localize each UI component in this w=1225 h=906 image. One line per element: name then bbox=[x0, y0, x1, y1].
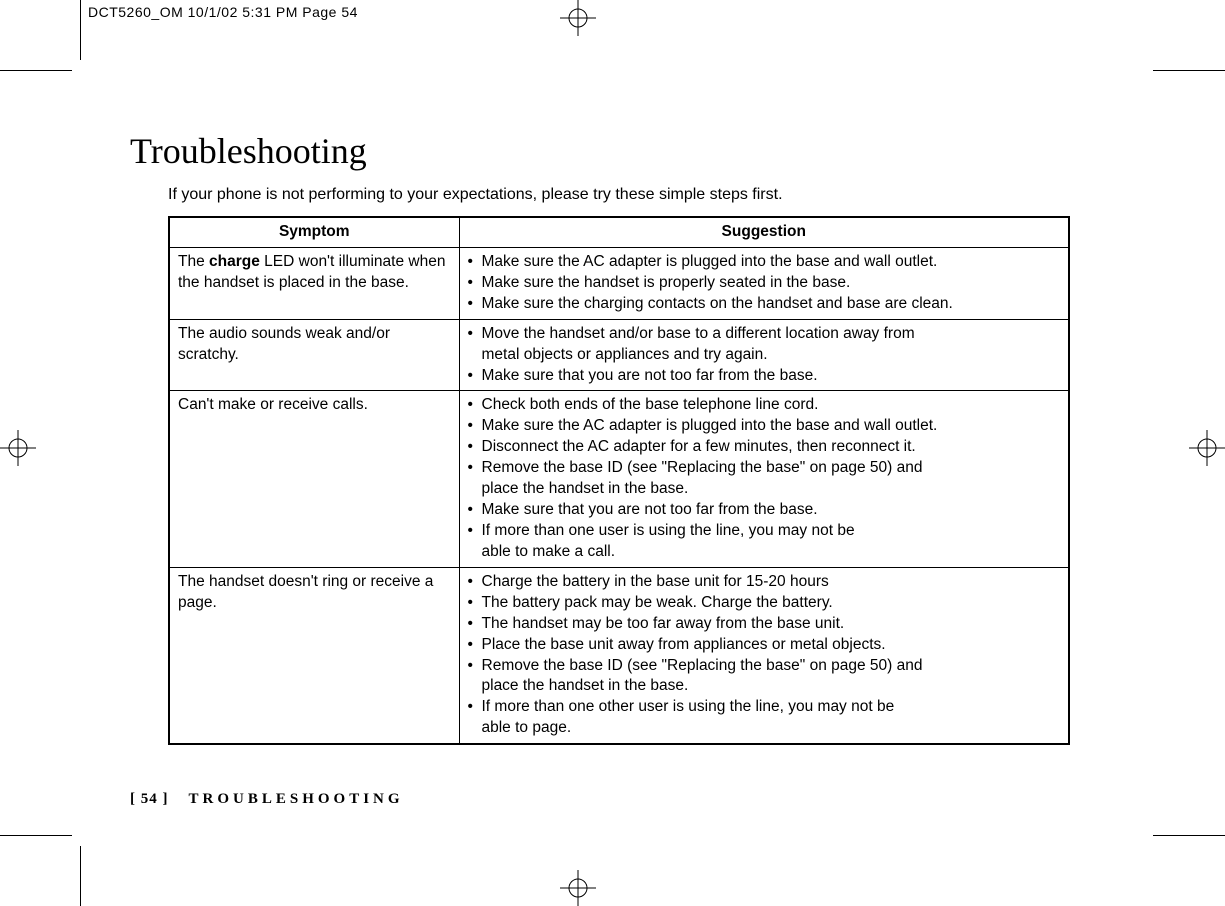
crop-mark bbox=[0, 70, 72, 71]
crop-mark bbox=[80, 846, 81, 906]
suggestion-item: Make sure that you are not too far from … bbox=[468, 500, 1061, 521]
suggestion-item: If more than one other user is using the… bbox=[468, 697, 1061, 739]
suggestion-cell: Charge the battery in the base unit for … bbox=[459, 567, 1069, 744]
suggestion-cell: Check both ends of the base telephone li… bbox=[459, 391, 1069, 567]
troubleshooting-table: Symptom Suggestion The charge LED won't … bbox=[168, 216, 1070, 745]
table-row: The handset doesn't ring or receive a pa… bbox=[169, 567, 1069, 744]
page-content: Troubleshooting If your phone is not per… bbox=[130, 130, 1095, 745]
suggestion-item: The battery pack may be weak. Charge the… bbox=[468, 593, 1061, 614]
suggestion-item: Place the base unit away from appliances… bbox=[468, 635, 1061, 656]
page-title: Troubleshooting bbox=[130, 130, 1095, 172]
suggestion-item: Charge the battery in the base unit for … bbox=[468, 572, 1061, 593]
crop-mark bbox=[80, 0, 81, 60]
registration-mark-bottom bbox=[560, 870, 596, 906]
suggestion-item: Move the handset and/or base to a differ… bbox=[468, 324, 1061, 366]
table-row: The charge LED won't illuminate when the… bbox=[169, 247, 1069, 319]
table-header-symptom: Symptom bbox=[169, 217, 459, 247]
symptom-cell: The handset doesn't ring or receive a pa… bbox=[169, 567, 459, 744]
registration-mark-left bbox=[0, 430, 36, 466]
suggestion-item: Check both ends of the base telephone li… bbox=[468, 395, 1061, 416]
suggestion-item: Make sure the charging contacts on the h… bbox=[468, 294, 1061, 315]
suggestion-cell: Move the handset and/or base to a differ… bbox=[459, 319, 1069, 391]
suggestion-item: If more than one user is using the line,… bbox=[468, 521, 1061, 563]
print-header: DCT5260_OM 10/1/02 5:31 PM Page 54 bbox=[88, 4, 358, 20]
registration-mark-top bbox=[560, 0, 596, 36]
suggestion-item: Remove the base ID (see "Replacing the b… bbox=[468, 656, 1061, 698]
crop-mark bbox=[1153, 835, 1225, 836]
suggestion-item: Disconnect the AC adapter for a few minu… bbox=[468, 437, 1061, 458]
symptom-cell: Can't make or receive calls. bbox=[169, 391, 459, 567]
symptom-cell: The audio sounds weak and/or scratchy. bbox=[169, 319, 459, 391]
table-row: The audio sounds weak and/or scratchy.Mo… bbox=[169, 319, 1069, 391]
suggestion-cell: Make sure the AC adapter is plugged into… bbox=[459, 247, 1069, 319]
page-number: [ 54 ] bbox=[130, 791, 169, 807]
suggestion-item: Make sure the AC adapter is plugged into… bbox=[468, 416, 1061, 437]
suggestion-item: Make sure the handset is properly seated… bbox=[468, 273, 1061, 294]
intro-text: If your phone is not performing to your … bbox=[168, 186, 1095, 204]
table-row: Can't make or receive calls. Check both e… bbox=[169, 391, 1069, 567]
suggestion-item: The handset may be too far away from the… bbox=[468, 614, 1061, 635]
table-header-suggestion: Suggestion bbox=[459, 217, 1069, 247]
suggestion-item: Make sure the AC adapter is plugged into… bbox=[468, 252, 1061, 273]
suggestion-item: Remove the base ID (see "Replacing the b… bbox=[468, 458, 1061, 500]
crop-mark bbox=[1153, 70, 1225, 71]
symptom-cell: The charge LED won't illuminate when the… bbox=[169, 247, 459, 319]
section-name: TROUBLESHOOTING bbox=[189, 791, 404, 807]
crop-mark bbox=[0, 835, 72, 836]
page-footer: [ 54 ] TROUBLESHOOTING bbox=[130, 790, 404, 808]
suggestion-item: Make sure that you are not too far from … bbox=[468, 366, 1061, 387]
registration-mark-right bbox=[1189, 430, 1225, 466]
